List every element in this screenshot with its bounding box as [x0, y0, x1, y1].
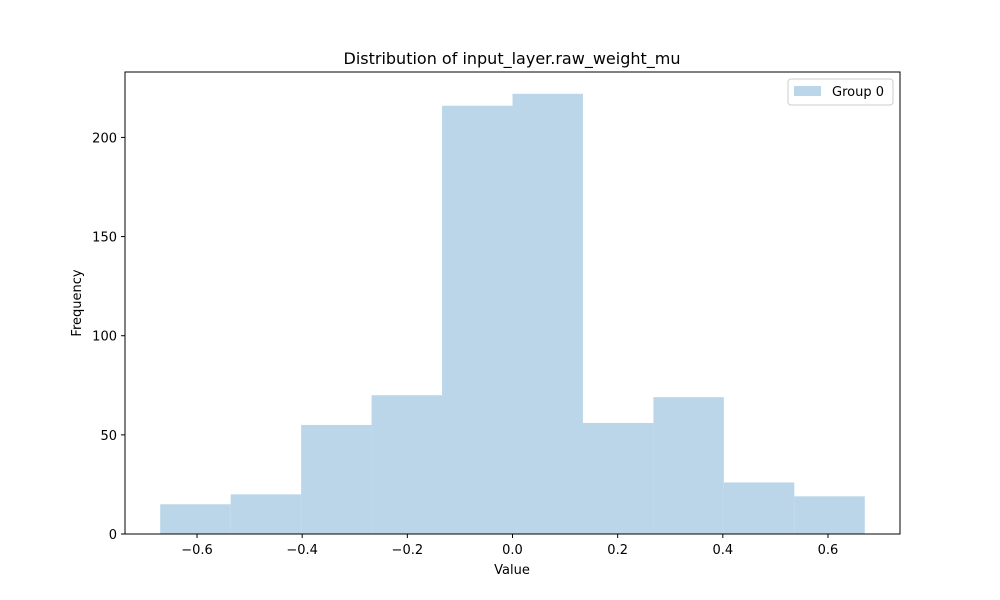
legend-box	[787, 78, 894, 106]
y-axis-ticks: 0 50 100 150 200	[92, 131, 125, 543]
histogram-bar	[512, 93, 583, 534]
y-tick-label: 50	[100, 429, 117, 444]
legend-entry-label: Group 0	[832, 85, 884, 100]
x-axis-label: Value	[494, 563, 530, 578]
histogram-bar	[160, 504, 231, 534]
chart-title: Distribution of input_layer.raw_weight_m…	[344, 49, 681, 69]
y-tick-label: 200	[92, 131, 117, 146]
legend: Group 0	[787, 78, 894, 106]
histogram-bar	[442, 105, 513, 534]
x-tick-label: 0.6	[818, 543, 839, 558]
legend-swatch	[794, 86, 821, 96]
x-tick-label: 0.0	[502, 543, 523, 558]
histogram-bar	[653, 397, 724, 534]
histogram-bar	[230, 494, 302, 534]
x-tick-label: 0.4	[712, 543, 733, 558]
y-tick-label: 150	[92, 231, 117, 246]
x-tick-label: −0.2	[392, 543, 424, 558]
histogram-bar	[582, 422, 654, 534]
bars-group	[160, 93, 865, 534]
x-tick-label: −0.6	[181, 543, 213, 558]
histogram-bar	[723, 482, 795, 534]
x-tick-label: −0.4	[286, 543, 318, 558]
y-tick-label: 0	[109, 528, 117, 543]
histogram-bar	[794, 496, 865, 534]
histogram-bar	[371, 395, 443, 534]
histogram-bar	[301, 424, 372, 534]
x-tick-label: 0.2	[607, 543, 628, 558]
x-axis-ticks: −0.6 −0.4 −0.2 0.0 0.2 0.4 0.6	[181, 534, 838, 558]
y-tick-label: 100	[92, 330, 117, 345]
y-axis-label: Frequency	[70, 269, 85, 336]
